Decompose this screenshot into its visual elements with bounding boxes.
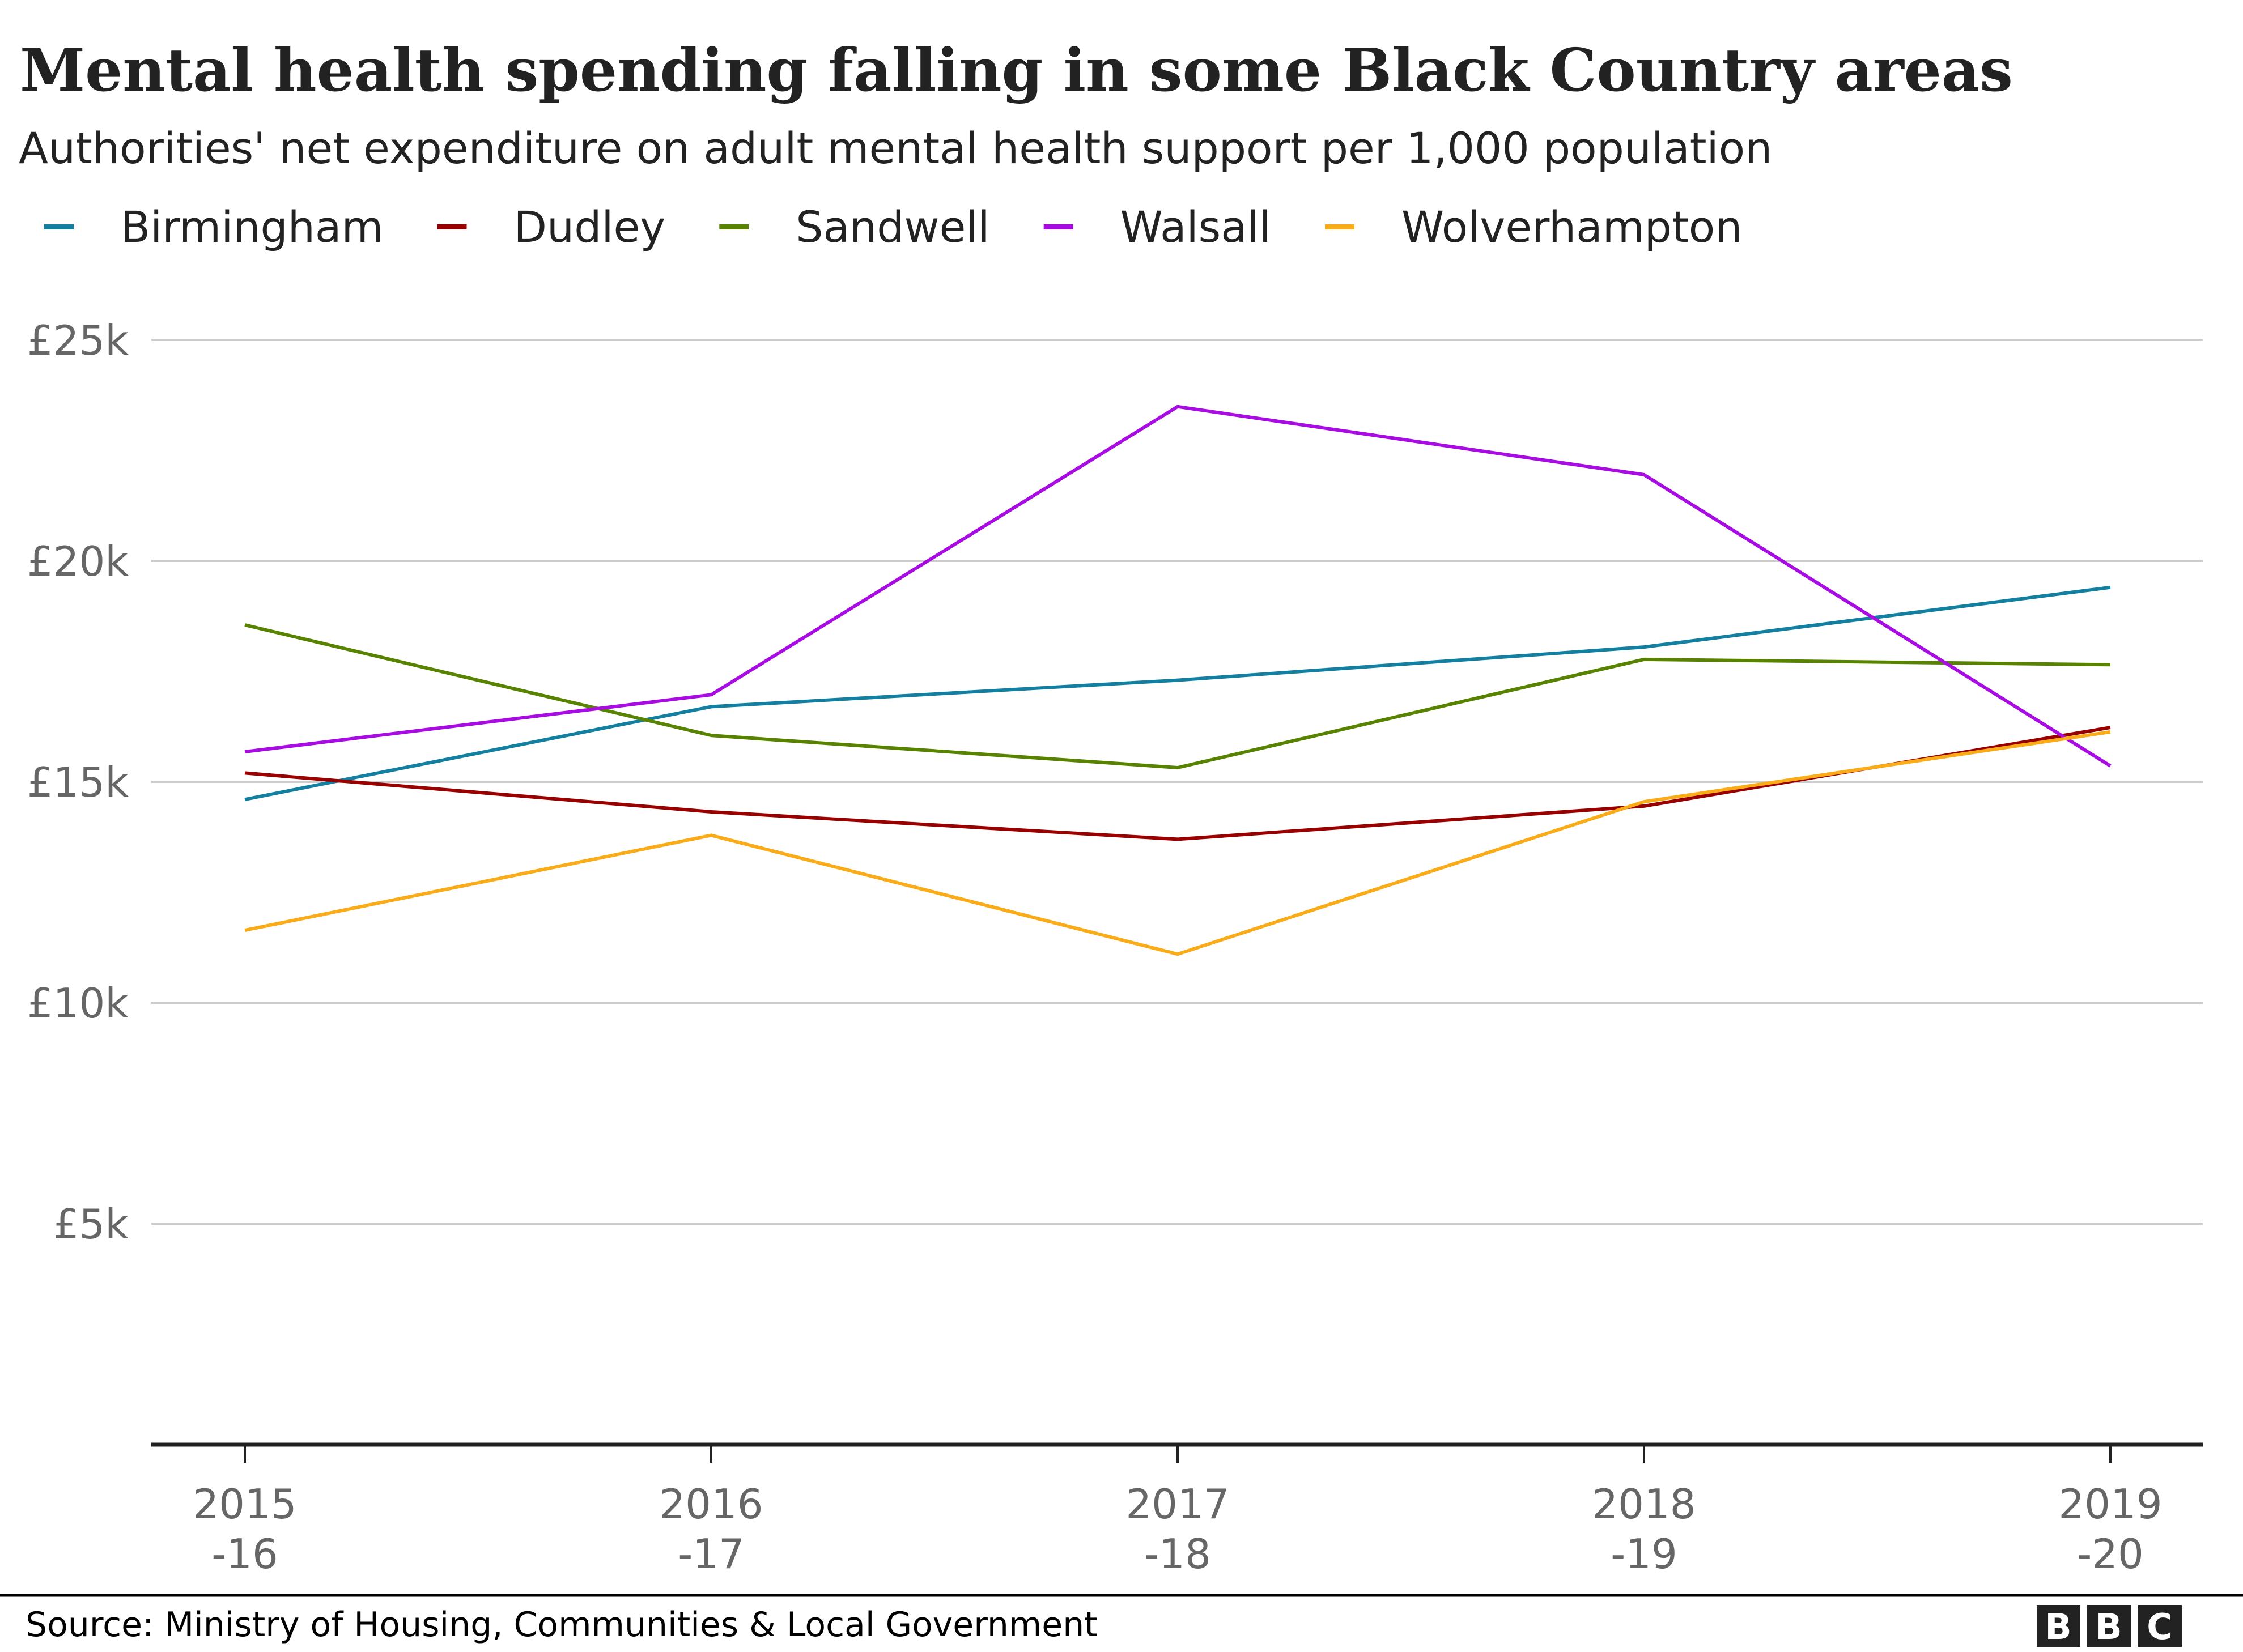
legend-label-wolverhampton: Wolverhampton xyxy=(1401,202,1742,252)
legend-swatch-walsall xyxy=(1043,224,1073,229)
bbc-logo-box xyxy=(2087,1605,2131,1647)
series-line-wolverhampton xyxy=(244,730,2111,956)
x-tick-label: -16 xyxy=(211,1530,278,1578)
chart-title: Mental health spending falling in some B… xyxy=(20,35,2013,105)
bbc-logo-box xyxy=(2037,1605,2080,1647)
y-tick-label: £15k xyxy=(27,759,129,806)
x-axis-ticks: 2015-16 2016-17 2017-18 2018-19 2019-20 xyxy=(193,1446,2163,1578)
series-line-sandwell xyxy=(244,623,2111,769)
legend: Birmingham Dudley Sandwell Walsall Wolverham… xyxy=(44,202,1742,252)
x-tick-label: 2017 xyxy=(1125,1480,1229,1528)
x-tick-label: -18 xyxy=(1144,1530,1211,1578)
x-tick-label: 2019 xyxy=(2058,1480,2162,1528)
legend-swatch-dudley xyxy=(437,224,467,229)
x-tick-label: -20 xyxy=(2077,1530,2144,1578)
y-tick-label: £20k xyxy=(27,538,129,585)
series-lines xyxy=(244,405,2112,956)
gridlines xyxy=(151,339,2203,1225)
bbc-logo-letter: B xyxy=(2045,1606,2071,1647)
series-line-walsall xyxy=(244,405,2112,768)
source-note: Source: Ministry of Housing, Communities… xyxy=(26,1605,1098,1645)
legend-swatch-wolverhampton xyxy=(1325,224,1355,229)
x-tick-label: 2016 xyxy=(659,1480,763,1528)
bbc-logo: B B C xyxy=(2037,1605,2182,1647)
legend-label-walsall: Walsall xyxy=(1120,202,1271,252)
x-tick-label: -19 xyxy=(1611,1530,1677,1578)
legend-swatch-sandwell xyxy=(719,224,749,229)
legend-label-birmingham: Birmingham xyxy=(121,202,384,252)
y-tick-label: £5k xyxy=(53,1200,129,1248)
y-axis-ticks: £5k £10k £15k £20k £25k xyxy=(27,317,129,1248)
legend-label-sandwell: Sandwell xyxy=(796,202,989,252)
x-tick-label: 2015 xyxy=(193,1480,296,1528)
x-tick-label: 2018 xyxy=(1592,1480,1696,1528)
y-tick-label: £10k xyxy=(27,980,129,1027)
bbc-logo-box xyxy=(2138,1605,2182,1647)
x-tick-label: -17 xyxy=(678,1530,745,1578)
legend-label-dudley: Dudley xyxy=(514,202,666,252)
bbc-logo-letter: C xyxy=(2147,1606,2173,1647)
series-line-birmingham xyxy=(244,585,2111,802)
y-tick-label: £25k xyxy=(27,317,129,364)
legend-swatch-birmingham xyxy=(44,224,74,229)
chart-subtitle: Authorities' net expenditure on adult me… xyxy=(19,123,1772,173)
bbc-logo-letter: B xyxy=(2095,1606,2122,1647)
